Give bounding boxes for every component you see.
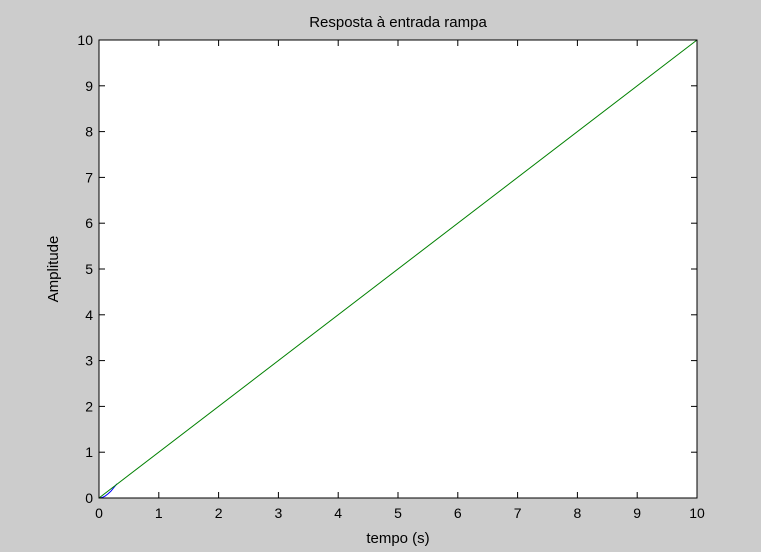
x-tick-label: 5: [394, 505, 402, 521]
y-tick-label: 6: [85, 215, 93, 231]
ticks-layer: 0 1 2 3 4 5 6 7 8 9 10 0 1 2 3 4 5 6 7 8 9 10: [77, 32, 705, 521]
x-tick-label: 8: [574, 505, 582, 521]
series-line-2: [98, 39, 698, 499]
y-tick-label: 5: [85, 261, 93, 277]
y-tick-label: 2: [85, 398, 93, 414]
y-tick-label: 1: [85, 444, 93, 460]
x-tick-label: 1: [155, 505, 163, 521]
y-tick-label: 4: [85, 307, 93, 323]
y-tick-label: 3: [85, 353, 93, 369]
y-tick-label: 7: [85, 169, 93, 185]
y-tick-label: 0: [85, 490, 93, 506]
x-tick-label: 4: [334, 505, 342, 521]
x-tick-label: 10: [689, 505, 705, 521]
x-tick-label: 6: [454, 505, 462, 521]
y-tick-label: 8: [85, 124, 93, 140]
x-tick-label: 9: [633, 505, 641, 521]
y-tick-label: 10: [77, 32, 93, 48]
plot-axes: 0 1 2 3 4 5 6 7 8 9 10 0 1 2 3 4 5 6 7 8 9 10: [77, 32, 705, 521]
x-axis-label: tempo (s): [366, 530, 429, 547]
chart-title: Resposta à entrada rampa: [309, 14, 487, 31]
x-tick-label: 3: [275, 505, 283, 521]
y-tick-label: 9: [85, 78, 93, 94]
x-tick-label: 0: [95, 505, 103, 521]
x-tick-label: 2: [215, 505, 223, 521]
x-tick-label: 7: [514, 505, 522, 521]
y-axis-label: Amplitude: [45, 236, 62, 303]
